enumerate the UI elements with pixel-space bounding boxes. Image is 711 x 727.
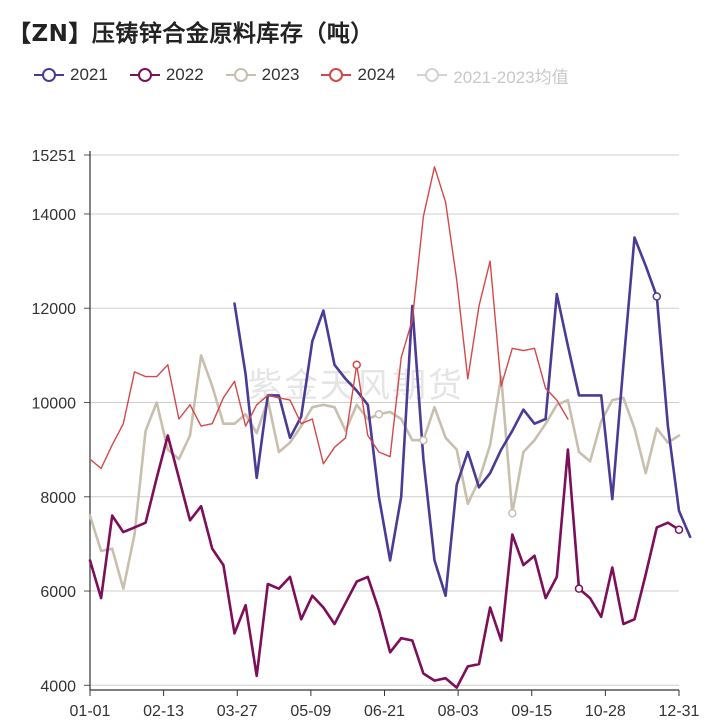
legend-label: 2021-2023均值: [453, 67, 569, 87]
y-tick-label-5: 14000: [32, 207, 77, 224]
y-tick-label-3: 10000: [32, 395, 77, 412]
legend-label: 2021: [70, 65, 108, 84]
legend-item-2021-2023均值[interactable]: 2021-2023均值: [417, 63, 569, 88]
x-tick-label-1: 02-13: [143, 703, 184, 720]
series-line-2022: [88, 434, 681, 689]
marker-point-5: [674, 525, 684, 534]
series-line-2021: [233, 236, 692, 598]
marker-point-4: [652, 292, 662, 301]
y-tick-label-0: 4000: [40, 678, 76, 695]
chart-legend: 2021 2022 2023 2024 2021-2023均值: [34, 62, 591, 88]
y-tick-label-1: 6000: [40, 584, 76, 601]
legend-item-2022[interactable]: 2022: [129, 65, 204, 85]
y-tick-label-2: 8000: [40, 490, 76, 507]
x-tick-label-8: 12-31: [659, 703, 700, 720]
x-tick-label-4: 06-21: [364, 703, 405, 720]
marker-point-3: [574, 584, 584, 593]
legend-line-circle-icon: [225, 68, 256, 82]
x-tick-label-0: 01-01: [70, 703, 111, 720]
series-line-2024: [89, 166, 569, 470]
y-tick-label-4: 12000: [32, 301, 77, 318]
legend-line-circle-icon: [321, 68, 352, 82]
legend-item-2021[interactable]: 2021: [34, 65, 108, 85]
legend-line-circle-icon: [417, 68, 448, 82]
chart-title: 【ZN】压铸锌合金原料库存（吨）: [8, 21, 374, 47]
legend-item-2024[interactable]: 2024: [321, 65, 395, 85]
legend-label: 2023: [261, 65, 300, 84]
marker-point-2: [508, 509, 517, 518]
legend-item-2023[interactable]: 2023: [225, 65, 300, 85]
x-tick-label-3: 05-09: [290, 703, 331, 720]
legend-label: 2024: [357, 65, 396, 84]
x-tick-label-5: 08-03: [438, 703, 479, 720]
x-tick-label-6: 09-15: [511, 703, 552, 720]
marker-point-6: [374, 410, 384, 419]
x-tick-label-7: 10-28: [585, 703, 626, 720]
marker-point-1: [419, 435, 428, 445]
marker-point-0: [352, 360, 361, 370]
x-tick-label-2: 03-27: [217, 703, 258, 720]
legend-label: 2022: [165, 65, 204, 84]
y-tick-label-6: 15251: [32, 148, 77, 165]
series-line-2023: [88, 354, 681, 591]
legend-line-circle-icon: [129, 68, 160, 82]
legend-line-circle-icon: [34, 68, 64, 82]
